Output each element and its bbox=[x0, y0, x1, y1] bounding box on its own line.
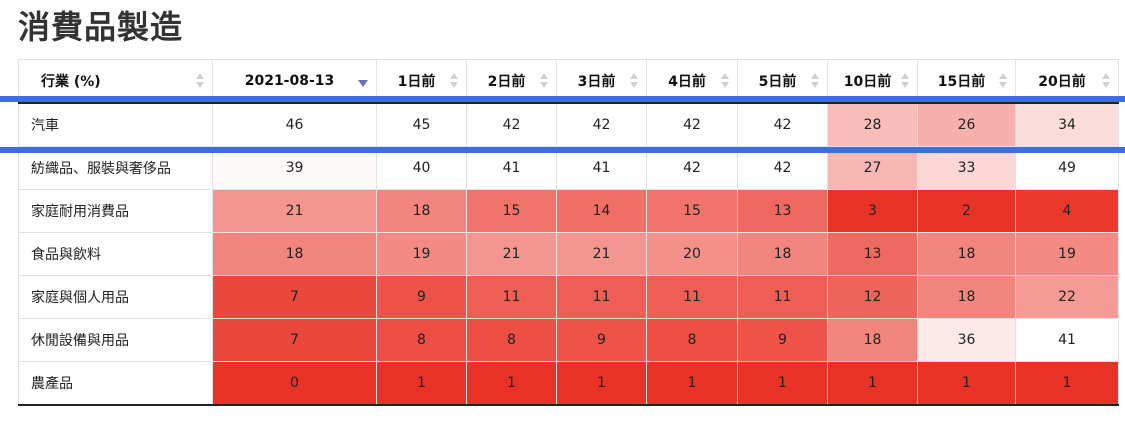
row-highlight-top-line bbox=[0, 96, 1125, 102]
sort-icon[interactable] bbox=[630, 73, 638, 89]
row-label: 汽車 bbox=[18, 102, 213, 147]
table-row: 家庭與個人用品 7 9 11 11 11 11 12 18 22 bbox=[18, 275, 1119, 319]
table-cell: 18 bbox=[212, 232, 377, 276]
table-cell: 1 bbox=[376, 361, 467, 406]
sort-icon[interactable] bbox=[1102, 73, 1110, 89]
table-cell: 11 bbox=[646, 275, 738, 319]
table-cell: 49 bbox=[1015, 146, 1119, 190]
table-cell: 22 bbox=[1015, 275, 1119, 319]
table-cell: 1 bbox=[737, 361, 828, 406]
column-header-label: 2021-08-13 bbox=[244, 73, 335, 89]
row-highlight-bottom-line bbox=[0, 147, 1125, 153]
table-cell: 7 bbox=[212, 275, 377, 319]
table-cell: 42 bbox=[737, 102, 828, 147]
table-cell: 7 bbox=[212, 318, 377, 362]
table-row: 家庭耐用消費品 21 18 15 14 15 13 3 2 4 bbox=[18, 189, 1119, 233]
table-cell: 1 bbox=[466, 361, 557, 406]
table-cell: 12 bbox=[827, 275, 918, 319]
table-cell: 18 bbox=[917, 275, 1016, 319]
table-cell: 0 bbox=[212, 361, 377, 406]
table-cell: 1 bbox=[556, 361, 647, 406]
column-header-label: 15日前 bbox=[937, 74, 986, 90]
table-cell: 1 bbox=[1015, 361, 1119, 406]
table-cell: 9 bbox=[556, 318, 647, 362]
table-cell: 26 bbox=[917, 102, 1016, 147]
table-row: 汽車 46 45 42 42 42 42 28 26 34 bbox=[18, 102, 1119, 147]
table-cell: 15 bbox=[466, 189, 557, 233]
table-cell: 8 bbox=[376, 318, 467, 362]
table-cell: 19 bbox=[1015, 232, 1119, 276]
table-cell: 34 bbox=[1015, 102, 1119, 147]
row-label: 農產品 bbox=[18, 361, 213, 406]
column-header-label: 行業 (%) bbox=[41, 74, 101, 90]
column-header-label: 1日前 bbox=[397, 74, 436, 90]
sort-icon[interactable] bbox=[196, 73, 204, 89]
sort-icon[interactable] bbox=[811, 73, 819, 89]
table-cell: 42 bbox=[646, 102, 738, 147]
table-cell: 11 bbox=[737, 275, 828, 319]
row-label: 家庭與個人用品 bbox=[18, 275, 213, 319]
column-header-label: 10日前 bbox=[843, 74, 892, 90]
column-header-label: 2日前 bbox=[487, 74, 526, 90]
table-cell: 33 bbox=[917, 146, 1016, 190]
row-label: 食品與飲料 bbox=[18, 232, 213, 276]
table-cell: 18 bbox=[737, 232, 828, 276]
table-body: 汽車 46 45 42 42 42 42 28 26 34 紡織品、服裝與奢侈品 39 40 41 41 42… bbox=[18, 102, 1119, 406]
sort-icon[interactable] bbox=[901, 73, 909, 89]
row-label: 休閒設備與用品 bbox=[18, 318, 213, 362]
table-row: 農產品 0 1 1 1 1 1 1 1 1 bbox=[18, 361, 1119, 406]
column-header-label: 3日前 bbox=[577, 74, 616, 90]
sort-icon[interactable] bbox=[540, 73, 548, 89]
table-cell: 45 bbox=[376, 102, 467, 147]
column-header-label: 20日前 bbox=[1038, 74, 1086, 90]
data-table-container: 行業 (%) 2021-08-13 1日前 2日前 3日前 4日前 5日前 10日前 15日前 2… bbox=[18, 59, 1119, 406]
table-cell: 46 bbox=[212, 102, 377, 147]
column-header-label: 5日前 bbox=[758, 74, 797, 90]
table-cell: 21 bbox=[466, 232, 557, 276]
table-cell: 9 bbox=[737, 318, 828, 362]
table-cell: 42 bbox=[466, 102, 557, 147]
table-cell: 4 bbox=[1015, 189, 1119, 233]
row-label: 紡織品、服裝與奢侈品 bbox=[18, 146, 213, 190]
table-cell: 14 bbox=[556, 189, 647, 233]
table-cell: 9 bbox=[376, 275, 467, 319]
page-title: 消費品製造 bbox=[18, 8, 184, 46]
table-row: 食品與飲料 18 19 21 21 20 18 13 18 19 bbox=[18, 232, 1119, 276]
table-cell: 3 bbox=[827, 189, 918, 233]
table-row: 紡織品、服裝與奢侈品 39 40 41 41 42 42 27 33 49 bbox=[18, 146, 1119, 190]
table-cell: 41 bbox=[1015, 318, 1119, 362]
row-label: 家庭耐用消費品 bbox=[18, 189, 213, 233]
table-cell: 36 bbox=[917, 318, 1016, 362]
table-cell: 18 bbox=[917, 232, 1016, 276]
table-row: 休閒設備與用品 7 8 8 9 8 9 18 36 41 bbox=[18, 318, 1119, 362]
column-header-label: 4日前 bbox=[668, 74, 706, 90]
table-cell: 13 bbox=[827, 232, 918, 276]
table-cell: 18 bbox=[827, 318, 918, 362]
table-cell: 11 bbox=[556, 275, 647, 319]
table-cell: 28 bbox=[827, 102, 918, 147]
table-cell: 27 bbox=[827, 146, 918, 190]
table-cell: 19 bbox=[376, 232, 467, 276]
table-cell: 20 bbox=[646, 232, 738, 276]
sort-descending-icon[interactable] bbox=[358, 80, 368, 87]
table-cell: 1 bbox=[646, 361, 738, 406]
table-cell: 42 bbox=[556, 102, 647, 147]
table-cell: 21 bbox=[556, 232, 647, 276]
sort-icon[interactable] bbox=[450, 73, 458, 89]
table-cell: 13 bbox=[737, 189, 828, 233]
table-cell: 15 bbox=[646, 189, 738, 233]
sort-icon[interactable] bbox=[721, 73, 729, 89]
table-cell: 21 bbox=[212, 189, 377, 233]
table-cell: 1 bbox=[827, 361, 918, 406]
sort-icon[interactable] bbox=[999, 73, 1007, 89]
table-cell: 2 bbox=[917, 189, 1016, 233]
table-cell: 8 bbox=[646, 318, 738, 362]
table-cell: 18 bbox=[376, 189, 467, 233]
table-cell: 8 bbox=[466, 318, 557, 362]
table-cell: 11 bbox=[466, 275, 557, 319]
table-cell: 1 bbox=[917, 361, 1016, 406]
heatmap-table: 行業 (%) 2021-08-13 1日前 2日前 3日前 4日前 5日前 10日前 15日前 2… bbox=[18, 59, 1119, 406]
